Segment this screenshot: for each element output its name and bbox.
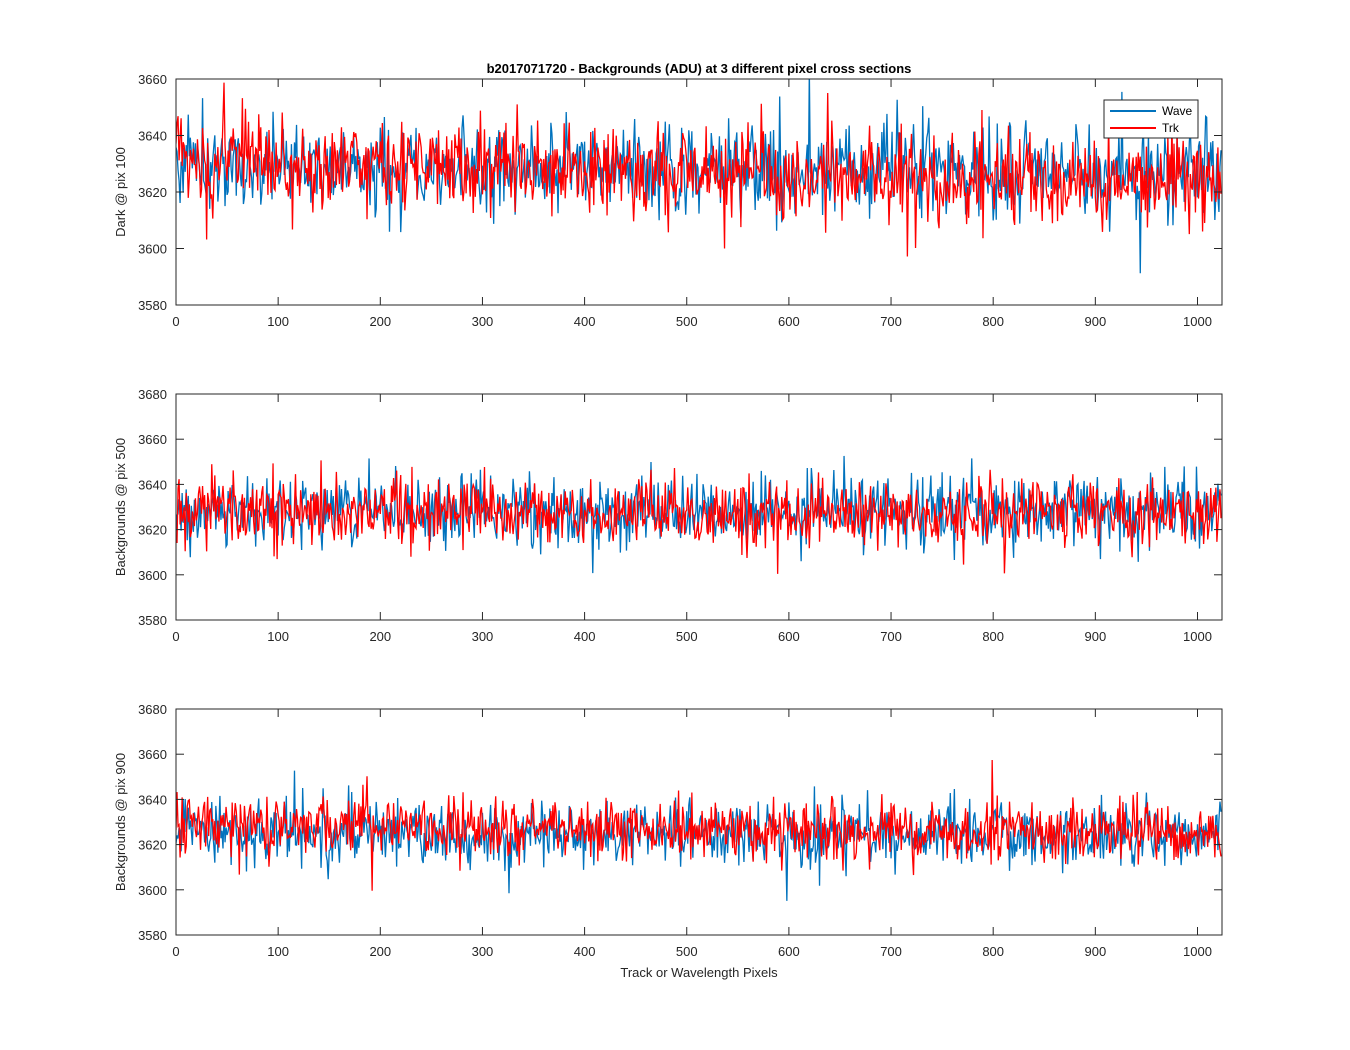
x-tick-label: 900 [1084,629,1106,644]
y-tick-label: 3600 [138,568,167,583]
y-tick-label: 3580 [138,613,167,628]
axes-box-panel-3 [175,708,1223,936]
series-line-trk-panel-3 [176,760,1222,891]
x-tick-label: 600 [778,944,800,959]
legend-label-wave: Wave [1162,104,1193,118]
x-tick-label: 700 [880,629,902,644]
x-tick-label: 1000 [1183,314,1212,329]
y-tick-label: 3600 [138,242,167,257]
y-tick-label: 3640 [138,129,167,144]
y-tick-label: 3680 [138,387,167,402]
x-tick-label: 500 [676,944,698,959]
x-tick-label: 800 [982,944,1004,959]
legend: Wave Trk [1103,99,1199,139]
y-tick-label: 3660 [138,72,167,87]
x-tick-label: 600 [778,629,800,644]
y-tick-label: 3580 [138,928,167,943]
x-tick-label: 900 [1084,944,1106,959]
x-tick-label: 800 [982,314,1004,329]
x-tick-label: 100 [267,629,289,644]
x-tick-label: 900 [1084,314,1106,329]
x-tick-label: 500 [676,314,698,329]
y-tick-label: 3620 [138,185,167,200]
x-tick-label: 100 [267,944,289,959]
x-tick-label: 200 [369,944,391,959]
y-axis-label-panel-3: Backgrounds @ pix 900 [113,753,128,891]
x-tick-label: 500 [676,629,698,644]
panel-dark-pix-100: 0 100 200 300 400 500 600 700 800 900 1000 3580 3600… [113,72,1223,329]
x-tick-label: 1000 [1183,944,1212,959]
panel-backgrounds-pix-500: 0 100 200 300 400 500 600 700 800 900 1000 3580 3600… [113,387,1223,644]
x-tick-label: 400 [574,944,596,959]
x-tick-label: 700 [880,944,902,959]
x-tick-label: 300 [472,629,494,644]
x-tick-label: 300 [472,314,494,329]
x-tick-label: 700 [880,314,902,329]
y-tick-label: 3620 [138,838,167,853]
x-tick-label: 600 [778,314,800,329]
y-tick-label: 3640 [138,792,167,807]
x-tick-label: 400 [574,629,596,644]
x-tick-label: 800 [982,629,1004,644]
series-line-trk-panel-1 [176,82,1222,257]
x-tick-label: 200 [369,629,391,644]
axes-box-panel-2 [175,393,1223,621]
x-tick-label: 300 [472,944,494,959]
x-tick-label: 0 [172,629,179,644]
x-tick-label: 1000 [1183,629,1212,644]
y-tick-label: 3640 [138,477,167,492]
panel-backgrounds-pix-900: 0 100 200 300 400 500 600 700 800 900 1000 3580 3600… [113,702,1223,959]
chart-title: b2017071720 - Backgrounds (ADU) at 3 dif… [487,61,912,76]
x-tick-label: 100 [267,314,289,329]
y-tick-label: 3600 [138,883,167,898]
x-axis-label: Track or Wavelength Pixels [620,965,778,980]
x-tick-label: 0 [172,944,179,959]
y-axis-label-panel-2: Backgrounds @ pix 500 [113,438,128,576]
y-tick-label: 3660 [138,432,167,447]
series-line-trk-panel-2 [176,460,1222,574]
y-tick-label: 3680 [138,702,167,717]
x-tick-label: 0 [172,314,179,329]
x-tick-label: 200 [369,314,391,329]
y-tick-label: 3660 [138,747,167,762]
x-tick-label: 400 [574,314,596,329]
y-tick-label: 3580 [138,298,167,313]
y-tick-label: 3620 [138,523,167,538]
y-axis-label-panel-1: Dark @ pix 100 [113,147,128,237]
legend-label-trk: Trk [1162,121,1180,135]
